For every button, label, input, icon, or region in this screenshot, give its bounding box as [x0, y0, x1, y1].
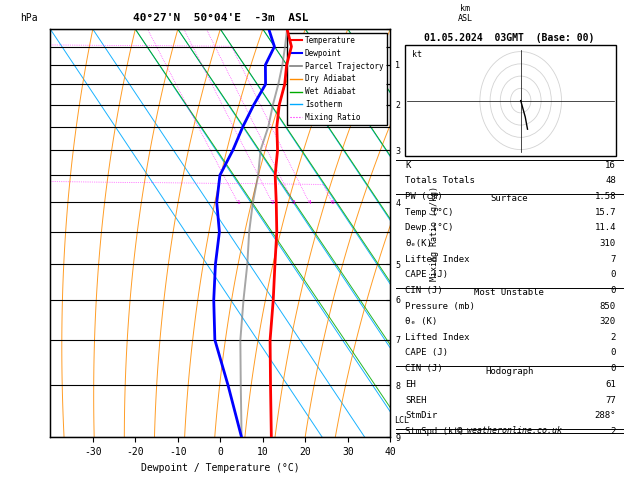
Text: 2: 2: [611, 333, 616, 342]
Text: CAPE (J): CAPE (J): [405, 270, 448, 279]
Text: 6: 6: [330, 200, 334, 205]
Text: Hodograph: Hodograph: [485, 367, 533, 376]
Text: CIN (J): CIN (J): [405, 286, 443, 295]
Text: © weatheronline.co.uk: © weatheronline.co.uk: [457, 426, 562, 435]
Text: 3: 3: [292, 200, 296, 205]
Text: 01.05.2024  03GMT  (Base: 00): 01.05.2024 03GMT (Base: 00): [424, 33, 594, 43]
Text: θₑ (K): θₑ (K): [405, 317, 437, 327]
Text: LCL: LCL: [394, 416, 409, 424]
Text: 40°27'N  50°04'E  -3m  ASL: 40°27'N 50°04'E -3m ASL: [133, 13, 308, 23]
Text: θₑ(K): θₑ(K): [405, 239, 432, 248]
Text: Mixing Ratio (g/kg): Mixing Ratio (g/kg): [430, 186, 439, 281]
Text: 7: 7: [611, 255, 616, 263]
Text: 0: 0: [611, 348, 616, 357]
Text: SREH: SREH: [405, 396, 426, 405]
Text: PW (cm): PW (cm): [405, 191, 443, 201]
Text: Temp (°C): Temp (°C): [405, 208, 454, 217]
Text: CIN (J): CIN (J): [405, 364, 443, 373]
Text: 1: 1: [236, 200, 240, 205]
Bar: [405, 46, 616, 156]
Text: 11.4: 11.4: [594, 224, 616, 232]
Text: CAPE (J): CAPE (J): [405, 348, 448, 357]
Text: StmSpd (kt): StmSpd (kt): [405, 427, 464, 436]
Text: hPa: hPa: [19, 13, 37, 23]
Text: Surface: Surface: [491, 194, 528, 204]
Text: 0: 0: [611, 270, 616, 279]
Text: 16: 16: [605, 160, 616, 170]
Text: 320: 320: [600, 317, 616, 327]
Text: 4: 4: [307, 200, 311, 205]
Text: K: K: [405, 160, 411, 170]
Text: 15.7: 15.7: [594, 208, 616, 217]
Text: 77: 77: [605, 396, 616, 405]
Legend: Temperature, Dewpoint, Parcel Trajectory, Dry Adiabat, Wet Adiabat, Isotherm, Mi: Temperature, Dewpoint, Parcel Trajectory…: [287, 33, 387, 125]
Text: 850: 850: [600, 302, 616, 311]
Text: 1.58: 1.58: [594, 191, 616, 201]
Text: 0: 0: [611, 364, 616, 373]
Text: 2: 2: [270, 200, 274, 205]
Text: 2: 2: [611, 427, 616, 436]
Text: 61: 61: [605, 380, 616, 389]
Text: 310: 310: [600, 239, 616, 248]
Text: 0: 0: [611, 286, 616, 295]
Text: Totals Totals: Totals Totals: [405, 176, 475, 185]
Text: km
ASL: km ASL: [458, 3, 472, 23]
Text: EH: EH: [405, 380, 416, 389]
Text: Dewp (°C): Dewp (°C): [405, 224, 454, 232]
Text: StmDir: StmDir: [405, 411, 437, 420]
Text: Lifted Index: Lifted Index: [405, 333, 470, 342]
Text: kt: kt: [412, 50, 422, 59]
Text: Pressure (mb): Pressure (mb): [405, 302, 475, 311]
Text: Lifted Index: Lifted Index: [405, 255, 470, 263]
Text: 48: 48: [605, 176, 616, 185]
Text: 288°: 288°: [594, 411, 616, 420]
Text: Most Unstable: Most Unstable: [474, 288, 544, 297]
X-axis label: Dewpoint / Temperature (°C): Dewpoint / Temperature (°C): [141, 463, 299, 473]
